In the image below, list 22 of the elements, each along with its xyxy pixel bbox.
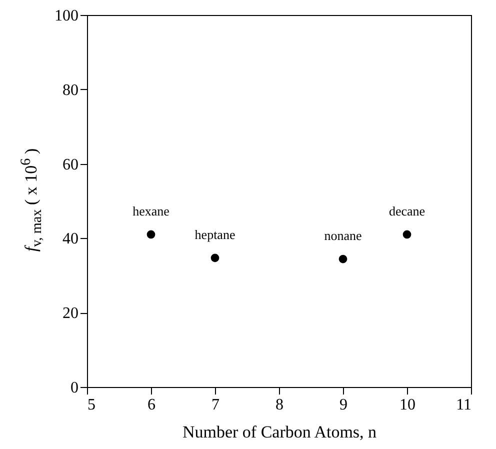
point	[210, 254, 220, 262]
y-tick-label: 0	[70, 380, 78, 396]
x-tick-label: 7	[212, 396, 220, 414]
y-tick-label: 40	[62, 230, 78, 248]
annotation: nonane	[324, 228, 362, 244]
y-tick-label: 20	[62, 305, 78, 322]
point	[146, 230, 156, 239]
point	[338, 254, 348, 264]
x-tick-label: 10	[400, 396, 416, 414]
x-tick-label: 11	[456, 396, 472, 414]
x-tick-label: 6	[148, 396, 156, 414]
x-tick-label: 8	[276, 396, 284, 414]
x-tick-label: 5	[88, 396, 96, 414]
y-tick-label: 60	[62, 156, 78, 174]
annotation: hexane	[132, 203, 170, 218]
annotation: heptane	[194, 226, 236, 242]
y-tick-label: 100	[54, 8, 78, 24]
y-tick-label: 80	[62, 82, 78, 99]
x-axis-title: Number of Carbon Atoms, n	[182, 422, 378, 442]
point	[402, 230, 412, 239]
x-tick-label: 9	[340, 396, 348, 414]
annotation: decane	[388, 203, 426, 218]
